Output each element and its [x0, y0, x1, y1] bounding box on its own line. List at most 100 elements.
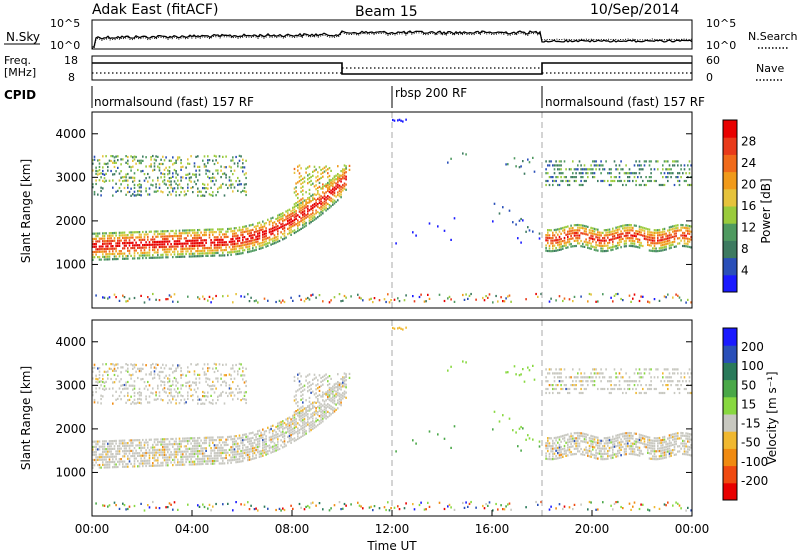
velocity-cell	[233, 443, 236, 446]
velocity-cell	[270, 451, 272, 454]
power-cell	[623, 227, 626, 230]
power-cell	[237, 165, 239, 168]
power-cell	[170, 248, 172, 251]
velocity-cell	[130, 455, 132, 458]
power-cell	[290, 296, 292, 299]
power-cell	[658, 247, 661, 250]
power-cell	[687, 242, 689, 246]
power-cell	[660, 244, 662, 247]
power-cell	[560, 164, 562, 167]
power-cell	[567, 241, 569, 244]
power-cell	[333, 191, 336, 194]
velocity-cell	[215, 459, 217, 463]
velocity-cell	[220, 394, 222, 397]
power-cell	[607, 234, 609, 237]
velocity-cell	[235, 388, 237, 391]
power-cb-tick-4: 20	[741, 178, 756, 192]
velocity-cell	[287, 417, 289, 420]
power-cell	[688, 240, 691, 243]
velocity-cell	[142, 454, 144, 457]
velocity-cell	[130, 439, 132, 442]
power-cell	[158, 299, 161, 302]
power-cell	[257, 240, 259, 243]
velocity-cell	[288, 432, 291, 435]
power-cell	[168, 294, 171, 297]
power-cell	[170, 229, 172, 233]
velocity-cell	[212, 449, 214, 452]
velocity-cell	[242, 397, 244, 400]
velocity-cell	[213, 362, 216, 365]
velocity-cell	[303, 415, 306, 418]
velocity-cell	[553, 380, 556, 383]
power-cell	[302, 213, 304, 216]
velocity-cell	[102, 363, 104, 366]
power-cell	[330, 184, 332, 187]
velocity-cell	[242, 366, 244, 369]
velocity-cell	[203, 452, 206, 455]
power-cell	[650, 231, 652, 234]
power-cell	[302, 193, 304, 196]
power-cell	[570, 232, 572, 235]
power-cell	[450, 238, 452, 241]
power-cell	[567, 183, 569, 187]
velocity-cell	[227, 502, 229, 505]
velocity-cell	[332, 406, 334, 409]
power-cell	[595, 228, 597, 231]
velocity-cell	[243, 503, 246, 506]
power-cell	[160, 158, 162, 161]
power-cell	[567, 225, 569, 228]
power-cell	[277, 238, 279, 241]
velocity-cell	[555, 439, 557, 442]
power-cell	[667, 168, 669, 171]
power-cell	[620, 160, 622, 163]
velocity-cell	[132, 439, 134, 442]
frequency-panel: Freq. [MHz] 18 8 60 0 Nave	[4, 54, 784, 84]
power-cell	[575, 172, 577, 175]
power-cell	[573, 295, 576, 298]
velocity-cell	[342, 507, 344, 510]
velocity-cell	[175, 390, 177, 393]
power-cell	[180, 232, 182, 235]
power-cell	[228, 240, 231, 243]
power-cell	[122, 234, 124, 237]
power-cell	[607, 179, 609, 183]
power-cell	[107, 169, 109, 172]
velocity-cell	[150, 366, 152, 369]
velocity-cell	[230, 374, 232, 377]
velocity-cell	[125, 387, 127, 390]
power-cell	[268, 231, 271, 234]
power-cell	[173, 187, 176, 190]
power-cell	[182, 250, 184, 253]
power-cell	[228, 179, 231, 182]
power-cell	[293, 191, 296, 194]
velocity-cell	[342, 377, 344, 380]
velocity-cell	[110, 377, 112, 381]
power-cell	[558, 164, 561, 167]
power-cell	[262, 220, 264, 223]
velocity-cell	[338, 395, 341, 398]
power-cell	[238, 244, 241, 247]
power-cell	[393, 119, 396, 122]
velocity-cell	[95, 390, 97, 394]
power-cell	[337, 165, 339, 168]
velocity-cell	[328, 394, 331, 397]
velocity-cell	[245, 451, 247, 454]
power-cell	[327, 202, 329, 205]
power-cell	[223, 166, 226, 169]
power-cell	[265, 227, 267, 230]
power-cell	[562, 172, 564, 175]
velocity-cell	[207, 507, 209, 510]
velocity-cell	[168, 453, 171, 456]
power-cell	[330, 169, 332, 172]
power-cell	[280, 218, 282, 221]
power-cell	[180, 247, 182, 251]
velocity-cell	[127, 507, 129, 511]
velocity-cell	[332, 396, 334, 399]
power-cell	[187, 250, 189, 253]
power-cell	[210, 244, 212, 247]
velocity-cell	[562, 387, 564, 391]
velocity-cell	[298, 429, 301, 432]
power-cell	[250, 250, 252, 253]
power-cell	[628, 172, 631, 175]
power-cell	[327, 183, 329, 187]
